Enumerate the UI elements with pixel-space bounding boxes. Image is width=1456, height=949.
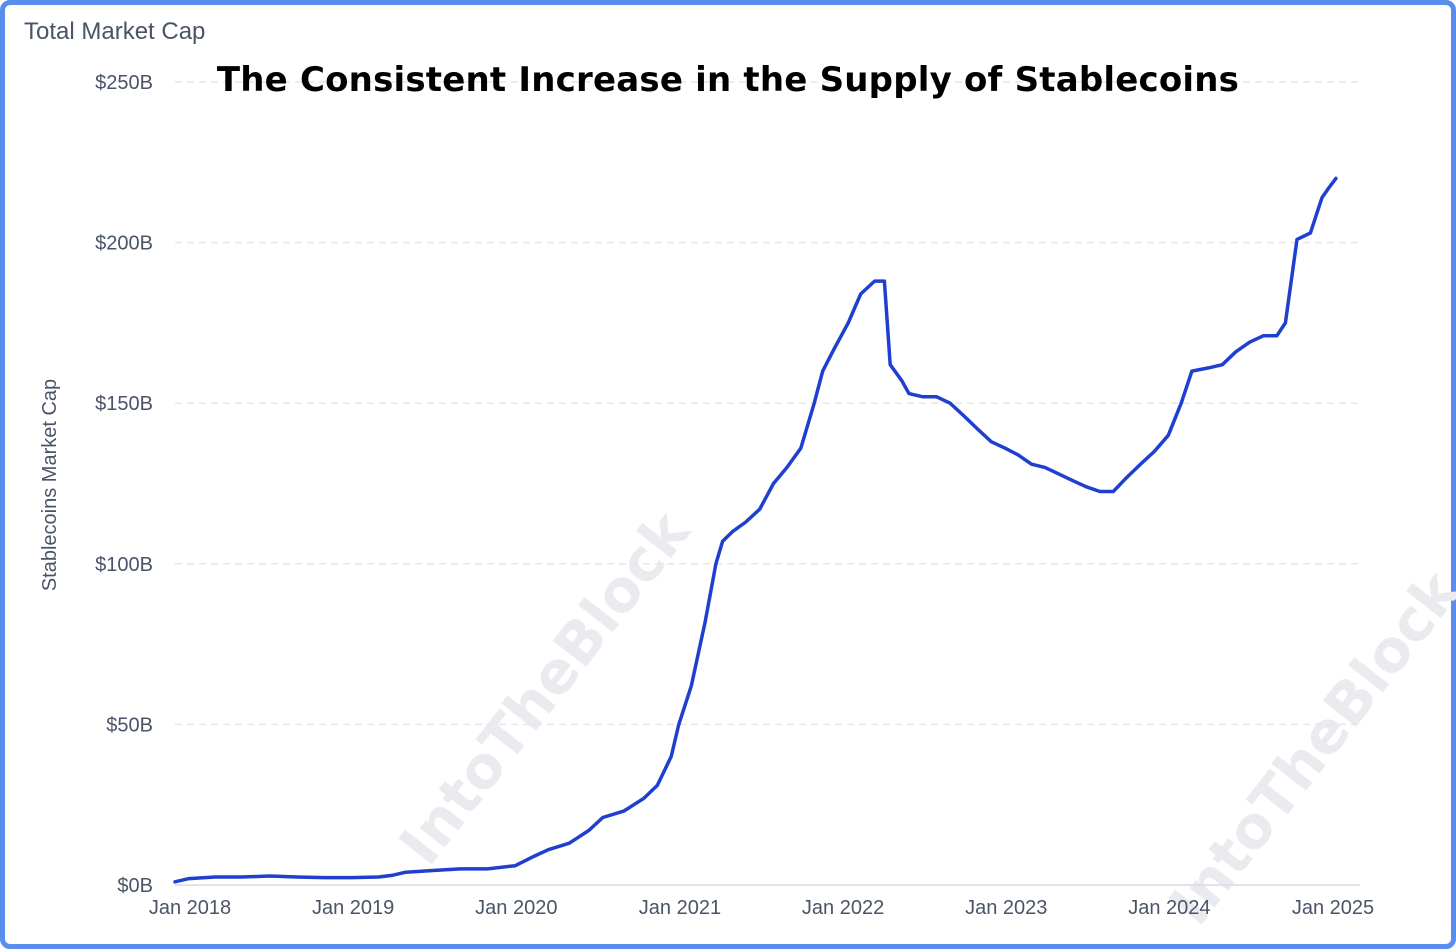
y-tick-label: $0B (117, 875, 153, 897)
x-tick-label: Jan 2019 (312, 897, 394, 919)
x-tick-label: Jan 2018 (149, 897, 231, 919)
y-tick-label: $150B (95, 393, 153, 415)
series-layer (173, 176, 1338, 884)
y-tick-label: $200B (95, 233, 153, 255)
chart-title: The Consistent Increase in the Supply of… (216, 60, 1240, 100)
x-tick-label: Jan 2020 (475, 897, 557, 919)
watermark-text: IntoTheBlock (1156, 557, 1456, 937)
y-axis-ticks: $0B $50B $100B $150B $200B $250B (95, 72, 153, 897)
x-tick-label: Jan 2022 (802, 897, 884, 919)
y-tick-label: $50B (106, 714, 153, 736)
x-tick-label: Jan 2025 (1292, 897, 1374, 919)
x-tick-label: Jan 2024 (1128, 897, 1210, 919)
x-axis-ticks: Jan 2018 Jan 2019 Jan 2020 Jan 2021 Jan 2022… (149, 897, 1374, 919)
y-tick-label: $250B (95, 72, 153, 94)
x-tick-label: Jan 2021 (639, 897, 721, 919)
y-axis-label: Stablecoins Market Cap (39, 379, 61, 591)
panel-title: Total Market Cap (24, 18, 206, 45)
x-tick-label: Jan 2023 (965, 897, 1047, 919)
y-tick-label: $100B (95, 554, 153, 576)
watermark-text: IntoTheBlock (386, 497, 704, 877)
grid-lines (175, 81, 1360, 726)
series-line (173, 176, 1338, 884)
